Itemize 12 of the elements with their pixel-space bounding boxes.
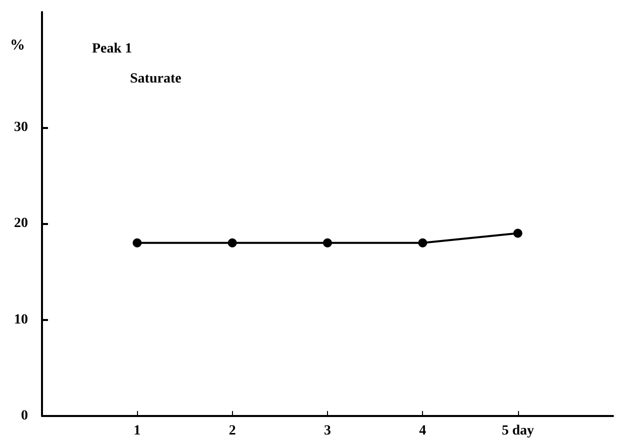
- x-tick-label: 3: [324, 424, 331, 438]
- x-tick-label: 2: [228, 424, 236, 438]
- annotation: Peak 1: [92, 42, 132, 56]
- y-tick-label: 10: [14, 312, 28, 328]
- y-tick-label: 20: [14, 216, 28, 232]
- x-tick-label: 5 day: [502, 424, 534, 438]
- y-tick-label: 30: [14, 120, 28, 135]
- x-tick-label: 4: [419, 424, 426, 438]
- y-axis-title: %: [10, 38, 25, 54]
- annotation: Saturate: [130, 72, 182, 86]
- y-tick-label: 0: [21, 408, 28, 424]
- x-tick-label: 1: [134, 424, 141, 438]
